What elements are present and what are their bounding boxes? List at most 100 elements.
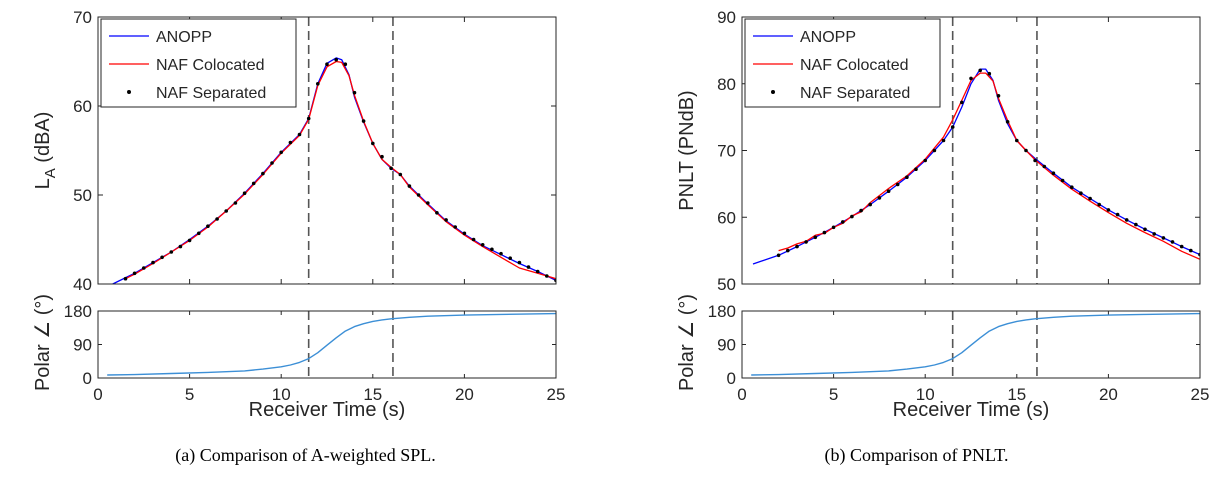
data-point-a (453, 225, 458, 229)
data-point-b (841, 220, 845, 224)
ytick-label-b: 80 (717, 75, 736, 94)
data-point-a (490, 247, 494, 252)
xlabel-b: Receiver Time (s) (893, 399, 1050, 421)
data-point-a (261, 171, 265, 176)
data-point-b (905, 175, 909, 179)
data-point-b (1051, 171, 1056, 175)
legend-swatch-b-2 (771, 90, 775, 94)
data-point-b (996, 94, 1001, 98)
data-point-a (517, 260, 522, 265)
main-ylabel-sub-a: A (42, 168, 59, 178)
data-point-a (206, 224, 210, 228)
data-point-a (288, 140, 293, 145)
ytick-label-b: 50 (717, 275, 736, 294)
data-point-b (813, 235, 818, 240)
data-point-b (850, 214, 854, 219)
data-point-b (978, 68, 982, 73)
data-point-a (416, 193, 421, 197)
data-point-a (270, 161, 274, 165)
polar-ylabel-b: Polar ∠ (°) (676, 294, 698, 391)
data-point-a (251, 181, 256, 186)
data-point-b (960, 100, 964, 105)
data-point-b (1124, 218, 1129, 222)
polar-ytick-label-b: 180 (708, 302, 736, 321)
xtick-label-b: 15 (1007, 385, 1026, 404)
data-point-b (1115, 212, 1120, 217)
series-group-a (112, 57, 556, 284)
data-point-b (1134, 222, 1138, 227)
data-point-b (804, 240, 808, 244)
data-point-a (215, 217, 219, 221)
data-point-a (480, 243, 485, 247)
ytick-label-a: 40 (73, 275, 92, 294)
caption-a: (a) Comparison of A-weighted SPL. (175, 445, 436, 465)
data-point-b (923, 158, 927, 163)
main-frame-a (97, 16, 557, 285)
data-point-a (499, 251, 503, 256)
data-point-a (187, 238, 192, 243)
xtick-label-b: 25 (1191, 385, 1210, 404)
data-point-b (1170, 240, 1175, 244)
polar-ytick-label-a: 180 (64, 302, 92, 321)
data-point-b (831, 225, 836, 230)
xtick-label-a: 5 (185, 385, 194, 404)
data-point-a (426, 201, 430, 205)
data-point-a (398, 172, 403, 177)
data-point-b (1024, 148, 1028, 153)
legend-label-b-2: NAF Separated (800, 85, 910, 102)
data-point-b (950, 125, 955, 129)
data-point-b (1097, 202, 1101, 207)
main-ylabel-b: PNLT (PNdB) (676, 90, 698, 210)
xtick-label-b: 5 (829, 385, 838, 404)
legend-label-a-2: NAF Separated (156, 85, 266, 102)
ytick-label-b: 60 (717, 208, 736, 227)
xtick-label-b: 20 (1099, 385, 1118, 404)
main-ylabel-a: LA (dBA) (32, 112, 59, 190)
polar-line-b (751, 312, 1200, 376)
xtick-label-a: 10 (272, 385, 291, 404)
series-line-b-1 (778, 72, 1200, 260)
data-point-b (1070, 185, 1074, 189)
data-point-a (343, 62, 348, 66)
ytick-label-b: 90 (717, 8, 736, 27)
data-point-a (407, 184, 412, 188)
data-point-a (132, 271, 137, 276)
data-point-a (160, 255, 164, 260)
polar-ylabel-a: Polar ∠ (°) (32, 294, 54, 391)
main-frame-b (741, 16, 1201, 285)
data-point-a (526, 265, 531, 269)
data-point-a (178, 244, 183, 249)
xlabel-a: Receiver Time (s) (249, 399, 406, 421)
legend-label-b-0: ANOPP (800, 29, 856, 46)
data-point-a (535, 269, 540, 274)
data-point-b (1060, 178, 1065, 183)
data-point-b (1143, 227, 1147, 232)
polar-line-a (107, 312, 556, 376)
data-point-b (859, 208, 863, 213)
xtick-label-b: 10 (916, 385, 935, 404)
polar-ytick-label-b: 0 (727, 369, 736, 388)
data-point-b (1042, 164, 1047, 169)
data-point-a (297, 132, 302, 137)
polar-series-group-a (107, 312, 556, 376)
data-point-b (969, 76, 973, 81)
data-point-a (142, 266, 146, 270)
data-point-a (508, 256, 512, 261)
data-point-b (1161, 236, 1166, 240)
polar-frame-a (97, 310, 557, 379)
data-point-b (914, 167, 918, 171)
legend-box-b (744, 18, 941, 108)
xtick-label-a: 0 (93, 385, 102, 404)
data-point-a (279, 150, 284, 155)
legend-label-a-1: NAF Colocated (156, 57, 265, 74)
data-point-b (886, 189, 891, 193)
data-point-b (1189, 248, 1193, 253)
data-point-a (325, 62, 329, 66)
polar-ytick-label-a: 0 (83, 369, 92, 388)
data-point-a (316, 82, 320, 86)
data-point-a (123, 276, 128, 281)
data-point-a (462, 231, 467, 236)
data-point-b (1005, 120, 1010, 124)
xtick-label-a: 20 (455, 385, 474, 404)
